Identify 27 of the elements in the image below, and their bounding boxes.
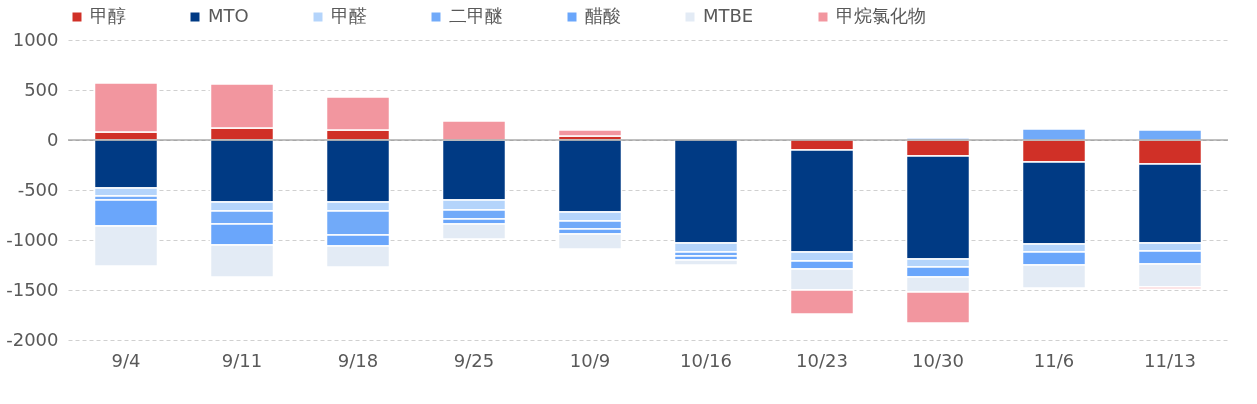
legend-label: MTO — [208, 5, 249, 26]
x-tick-label: 9/18 — [337, 349, 379, 371]
legend-label: 醋酸 — [585, 5, 621, 26]
bar — [673, 259, 739, 266]
y-tick-label: 0 — [47, 128, 59, 150]
x-tick-label: 11/13 — [1144, 349, 1196, 371]
y-tick-label: -500 — [17, 178, 59, 200]
legend-label: 甲烷氯化物 — [836, 5, 926, 26]
legend-label: 二甲醚 — [449, 5, 503, 26]
legend-label: MTBE — [703, 5, 754, 26]
x-tick-label: 10/9 — [569, 349, 611, 371]
y-tick-label: -1000 — [6, 228, 59, 250]
y-tick-label: -1500 — [6, 278, 59, 300]
bar — [441, 120, 507, 141]
x-tick-label: 10/23 — [796, 349, 848, 371]
x-tick-label: 9/25 — [453, 349, 495, 371]
x-tick-label: 10/16 — [680, 349, 732, 371]
bar — [557, 129, 623, 137]
x-tick-label: 9/11 — [221, 349, 263, 371]
y-tick-label: 1000 — [12, 28, 59, 50]
x-tick-label: 9/4 — [111, 349, 141, 371]
x-tick-label: 10/30 — [912, 349, 964, 371]
x-tick-label: 11/6 — [1033, 349, 1075, 371]
y-tick-label: -2000 — [6, 328, 59, 350]
legend-label: 甲醛 — [331, 5, 367, 26]
legend-label: 甲醇 — [90, 5, 126, 26]
y-tick-label: 500 — [24, 78, 59, 100]
